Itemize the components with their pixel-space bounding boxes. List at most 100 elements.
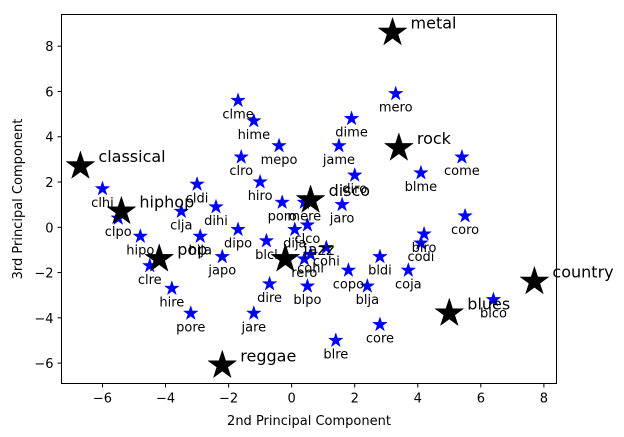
- point-label: dihi: [204, 214, 228, 229]
- centroid-label: blues: [467, 294, 510, 313]
- centroid-star: [144, 243, 175, 272]
- point-star: [413, 164, 429, 180]
- x-tick-label: 0: [288, 392, 296, 407]
- x-axis: −6 −4 −2 0 2 4 6 8: [93, 383, 548, 407]
- point-label: copo: [333, 277, 364, 292]
- centroid-star: [434, 297, 465, 327]
- point-label: poro: [268, 209, 297, 224]
- centroid-star: [65, 150, 96, 179]
- centroid-label: classical: [98, 147, 165, 166]
- y-tick-label: 2: [45, 176, 53, 191]
- point-label: clre: [138, 273, 162, 288]
- point-label: hire: [159, 295, 184, 310]
- point-star: [359, 277, 376, 293]
- point-star: [485, 291, 502, 307]
- y-tick-label: 0: [45, 221, 53, 236]
- x-tick-label: 4: [414, 392, 422, 407]
- x-tick-label: −6: [93, 392, 112, 407]
- point-label: bldi: [368, 264, 392, 279]
- point-label: hiro: [248, 189, 273, 204]
- point-label: cohi: [297, 261, 324, 276]
- point-label: clhi: [91, 196, 114, 211]
- centroid-label: jazz: [302, 240, 334, 259]
- centroid-star: [270, 243, 301, 272]
- point-label: clco: [294, 232, 320, 247]
- point-label: dire: [257, 291, 282, 306]
- point-label: cldi: [186, 191, 209, 206]
- centroid-label: metal: [411, 14, 457, 33]
- centroid-label: hiphop: [139, 192, 194, 211]
- x-tick-label: −4: [156, 392, 175, 407]
- point-label: jare: [241, 320, 267, 335]
- point-star: [230, 221, 246, 237]
- point-star: [233, 148, 250, 164]
- point-star: [416, 225, 432, 241]
- y-axis: −6 −4 −2 0 2 4 6 8: [34, 40, 62, 372]
- y-axis-label: 3rd Principal Component: [11, 119, 26, 280]
- point-label: core: [366, 332, 394, 347]
- point-label: hime: [238, 128, 271, 143]
- point-label: jame: [322, 153, 355, 168]
- point-star: [372, 316, 388, 332]
- point-label: blro: [412, 241, 437, 256]
- x-tick-label: −2: [219, 392, 238, 407]
- point-label: diro: [342, 182, 367, 197]
- data-points: [65, 16, 550, 379]
- point-star: [343, 110, 360, 126]
- centroid-label: reggae: [240, 346, 296, 365]
- point-label: rero: [291, 266, 317, 281]
- point-star: [261, 275, 278, 291]
- centroid-star: [295, 184, 326, 213]
- centroid-star: [207, 349, 238, 379]
- point-label: cohi: [313, 255, 340, 270]
- point-label: clro: [229, 164, 253, 179]
- point-star: [189, 175, 205, 192]
- point-label: hija: [189, 243, 212, 258]
- point-star: [457, 207, 473, 223]
- point-star: [274, 194, 291, 210]
- point-label: coja: [395, 277, 422, 292]
- point-label: blpo: [293, 293, 321, 308]
- point-star: [132, 228, 149, 244]
- point-label: codi: [407, 250, 434, 265]
- point-star: [214, 248, 231, 264]
- y-tick-label: −6: [34, 357, 53, 372]
- point-label: blcl: [255, 248, 278, 263]
- point-star: [331, 137, 347, 153]
- point-label: dime: [335, 126, 368, 141]
- point-label: pore: [176, 320, 205, 335]
- point-label: dija: [283, 237, 306, 252]
- y-tick-label: −4: [34, 312, 53, 327]
- y-tick-label: −2: [34, 267, 53, 282]
- point-star: [163, 280, 180, 296]
- x-axis-label: 2nd Principal Component: [227, 414, 391, 429]
- point-star: [400, 262, 417, 278]
- point-label: mepo: [261, 153, 298, 168]
- point-star: [208, 198, 224, 214]
- point-label: clme: [222, 108, 253, 123]
- point-star: [327, 332, 344, 348]
- point-star: [192, 228, 209, 244]
- point-label: come: [444, 164, 480, 179]
- point-star: [299, 216, 316, 232]
- point-star: [245, 112, 262, 128]
- point-label: blja: [356, 293, 379, 308]
- point-label: japo: [207, 264, 236, 279]
- x-tick-label: 6: [477, 392, 485, 407]
- point-star: [346, 166, 363, 182]
- point-labels: clhi clpo hipo clre hire pore clja cldi dihi hija…: [91, 14, 613, 366]
- centroid-label: disco: [329, 181, 371, 200]
- y-tick-label: 8: [45, 40, 53, 55]
- point-label: clpo: [105, 225, 132, 240]
- centroid-star: [377, 16, 408, 46]
- point-star: [387, 85, 404, 101]
- point-label: blre: [323, 347, 348, 362]
- point-label: clja: [170, 218, 192, 233]
- point-label: coro: [451, 223, 479, 238]
- point-star: [245, 305, 262, 321]
- centroid-label: pop: [177, 240, 207, 259]
- point-star: [182, 305, 199, 321]
- point-star: [94, 180, 111, 196]
- point-star: [413, 234, 429, 250]
